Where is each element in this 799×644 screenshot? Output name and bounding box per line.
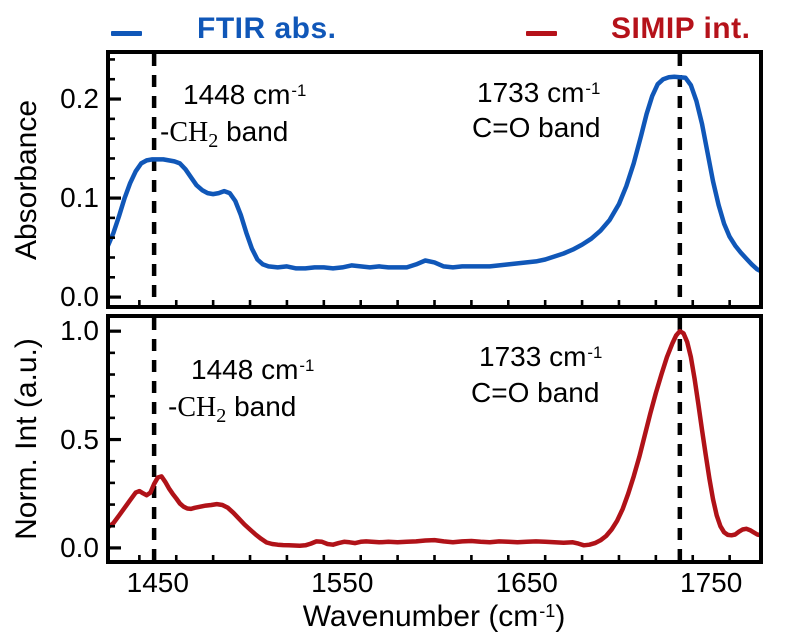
x-axis-title-close: ) (555, 600, 566, 633)
annotation-co-band-bottom: C=O band (471, 377, 600, 408)
legend-line-simip (526, 31, 557, 36)
spectrum-curve-simip (108, 328, 761, 548)
annotation-text: - (168, 391, 178, 422)
annotation-sup: -1 (291, 80, 307, 100)
y-tick-label: 0.0 (60, 531, 99, 563)
annotation-co-wavenumber-bottom: 1733 cm-1 (479, 341, 602, 373)
annotation-text: 1448 cm (191, 354, 299, 385)
x-tick-label: 1750 (680, 567, 743, 598)
y-axis-title-top: Absorbance (10, 99, 43, 261)
y-tick-label: 0.1 (60, 182, 99, 214)
y-tick-label: 0.2 (60, 83, 99, 115)
panel-frame (106, 314, 763, 564)
annotation-ch2-wavenumber-top: 1448 cm-1 (183, 79, 306, 111)
x-axis-title-text: Wavenumber (cm (302, 600, 539, 633)
annotation-text: band (218, 116, 289, 147)
y-tick-label: 0.5 (60, 423, 99, 455)
y-tick-label: 0.0 (60, 281, 99, 313)
annotation-co-wavenumber-top: 1733 cm-1 (477, 77, 600, 109)
annotation-ch2-band-top: -CH2 band (160, 116, 289, 152)
annotation-sup: -1 (299, 355, 315, 375)
legend-label-simip: SIMIP int. (611, 12, 751, 45)
annotation-chem: CH (169, 117, 209, 148)
annotation-sub: 2 (216, 404, 227, 427)
y-tick-label: 1.0 (60, 315, 99, 347)
legend-line-ftir (111, 31, 142, 36)
annotation-text: band (226, 391, 297, 422)
x-tick-label: 1550 (311, 567, 374, 598)
annotation-text: 1733 cm (477, 77, 585, 108)
annotation-ch2-band-bottom: -CH2 band (168, 391, 297, 427)
x-tick-label: 1450 (126, 567, 189, 598)
panel-frame (106, 50, 763, 309)
legend-label-ftir: FTIR abs. (197, 12, 337, 45)
annotation-sub: 2 (208, 129, 219, 152)
annotation-text: 1448 cm (183, 79, 291, 110)
annotation-sup: -1 (587, 342, 603, 362)
annotation-co-band-top: C=O band (472, 112, 601, 143)
annotation-sup: -1 (585, 78, 601, 98)
x-tick-label: 1650 (495, 567, 558, 598)
annotation-text: - (160, 116, 170, 147)
spectrum-curve-ftir (108, 74, 761, 274)
x-axis-title: Wavenumber (cm-1) (303, 600, 566, 634)
x-axis-title-sup: -1 (539, 601, 556, 621)
annotation-ch2-wavenumber-bottom: 1448 cm-1 (191, 354, 314, 386)
annotation-text: 1733 cm (479, 341, 587, 372)
annotation-chem: CH (177, 392, 217, 423)
